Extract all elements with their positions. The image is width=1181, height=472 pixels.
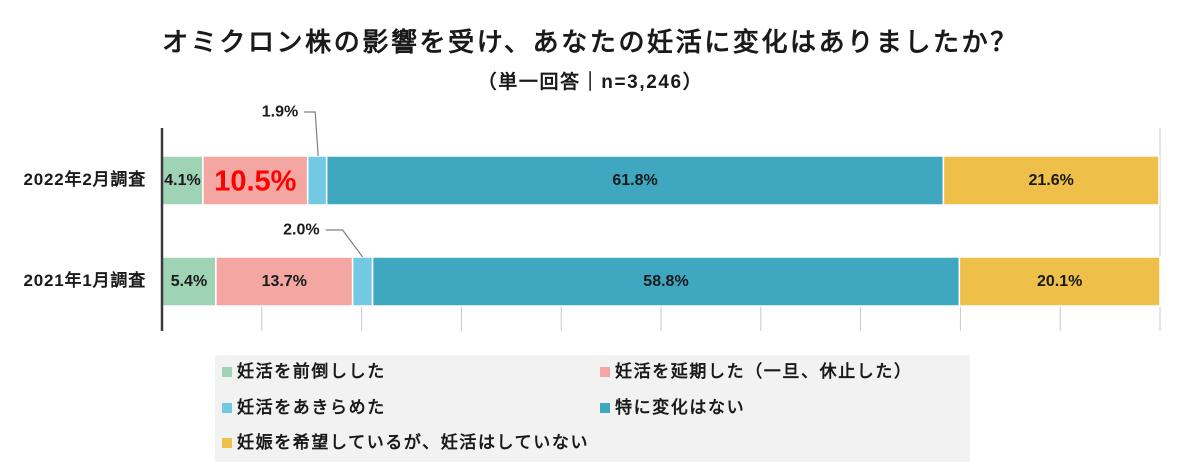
bar-segment-2022-feb-survey-postponed [202,155,309,206]
legend-item-no-change: 特に変化はない [600,397,745,419]
value-label-2021-jan-survey-brought-forward: 5.4% [171,273,207,290]
bar-segment-2022-feb-survey-not-trying [942,155,1160,206]
legend-swatch-brought-forward [222,367,232,377]
legend-label-brought-forward: 妊活を前倒しした [237,362,386,381]
legend-swatch-postponed [600,367,610,377]
bar-segment-2021-jan-survey-gave-up [351,256,374,307]
legend-item-brought-forward: 妊活を前倒しした [222,361,386,383]
legend-swatch-no-change [600,403,610,413]
chart-subtitle: （単一回答｜n=3,246） [477,72,704,93]
legend-swatch-gave-up [222,403,232,413]
legend-label-no-change: 特に変化はない [615,398,746,417]
value-label-2021-jan-survey-postponed: 13.7% [262,273,307,290]
category-label-2022-feb-survey: 2022年2月調査 [23,170,146,189]
value-label-2021-jan-survey-no-change: 58.8% [643,273,688,290]
value-label-2022-feb-survey-not-trying: 21.6% [1029,172,1074,189]
bar-segment-2021-jan-survey-postponed [215,256,354,307]
chart-title: オミクロン株の影響を受け、あなたの妊活に変化はありましたか？ [162,27,1019,57]
value-label-2022-feb-survey-no-change: 61.8% [612,172,657,189]
bar-segment-2022-feb-survey-gave-up [306,155,328,206]
value-label-2022-feb-survey-gave-up: 1.9% [262,104,298,121]
legend-swatch-not-trying [222,438,232,448]
category-label-2021-jan-survey: 2021年1月調査 [23,271,146,290]
legend-item-postponed: 妊活を延期した（一旦、休止した） [600,361,913,383]
value-label-2021-jan-survey-gave-up: 2.0% [283,222,319,239]
stacked-bar-chart: 4.1% 10.5% 1.9% 61.8% 21.6% 5.4% 13.7% 2.0% 58.8… [160,104,1161,331]
bar-segment-2021-jan-survey-not-trying [958,256,1161,307]
leader-line-2022-feb-survey-gave-up [304,111,319,157]
chart-legend: 妊活を前倒しした 妊活を延期した（一旦、休止した） 妊活をあきらめた 特に変化は… [215,355,970,462]
legend-label-gave-up: 妊活をあきらめた [237,398,386,417]
value-label-2022-feb-survey-postponed: 10.5% [214,166,296,198]
legend-label-postponed: 妊活を延期した（一旦、休止した） [615,362,913,381]
bar-segment-2022-feb-survey-no-change [325,155,945,206]
leader-line-2021-jan-survey-gave-up [325,229,364,258]
value-label-2022-feb-survey-brought-forward: 4.1% [164,172,200,189]
legend-item-gave-up: 妊活をあきらめた [222,397,386,419]
legend-item-not-trying: 妊娠を希望しているが、妊活はしていない [222,432,589,454]
legend-label-not-trying: 妊娠を希望しているが、妊活はしていない [237,433,590,452]
value-label-2021-jan-survey-not-trying: 20.1% [1037,273,1082,290]
